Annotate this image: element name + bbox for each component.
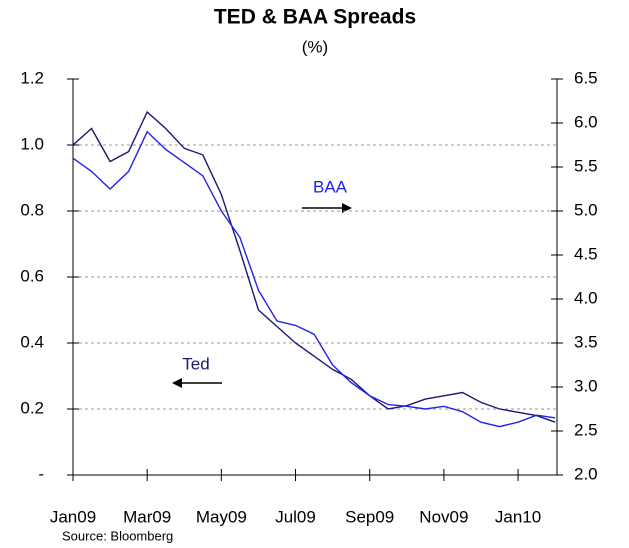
series-label: BAA (313, 177, 348, 196)
x-tick-label: May09 (196, 507, 247, 526)
y2-tick-label: 4.0 (574, 288, 598, 307)
y2-tick-label: 3.0 (574, 376, 598, 395)
x-tick-label: Jul09 (275, 507, 316, 526)
chart-subtitle: (%) (302, 37, 328, 56)
series-label: Ted (182, 354, 209, 373)
x-tick-label: Mar09 (123, 507, 171, 526)
y2-tick-label: 3.5 (574, 332, 598, 351)
y2-tick-label: 5.5 (574, 156, 598, 175)
chart-title: TED & BAA Spreads (214, 6, 416, 29)
y-tick-label: 1.2 (20, 68, 44, 87)
x-tick-label: Jan10 (495, 507, 541, 526)
y2-tick-label: 6.5 (574, 68, 598, 87)
y-tick-label: 1.0 (20, 134, 44, 153)
y2-tick-label: 2.5 (574, 420, 598, 439)
y2-tick-label: 6.0 (574, 112, 598, 131)
x-tick-label: Jan09 (50, 507, 96, 526)
x-tick-label: Sep09 (345, 507, 394, 526)
series-line (72, 110, 556, 423)
y2-tick-label: 4.5 (574, 244, 598, 263)
series-line (72, 130, 556, 428)
y-tick-label: - (38, 464, 44, 483)
y-tick-label: 0.6 (20, 266, 44, 285)
x-tick-label: Nov09 (419, 507, 468, 526)
y-tick-label: 0.2 (20, 398, 44, 417)
source-note: Source: Bloomberg (62, 528, 173, 543)
y2-tick-label: 2.0 (574, 464, 598, 483)
y-tick-label: 0.8 (20, 200, 44, 219)
arrow-head (172, 378, 182, 388)
y-tick-label: 0.4 (20, 332, 44, 351)
y2-tick-label: 5.0 (574, 200, 598, 219)
